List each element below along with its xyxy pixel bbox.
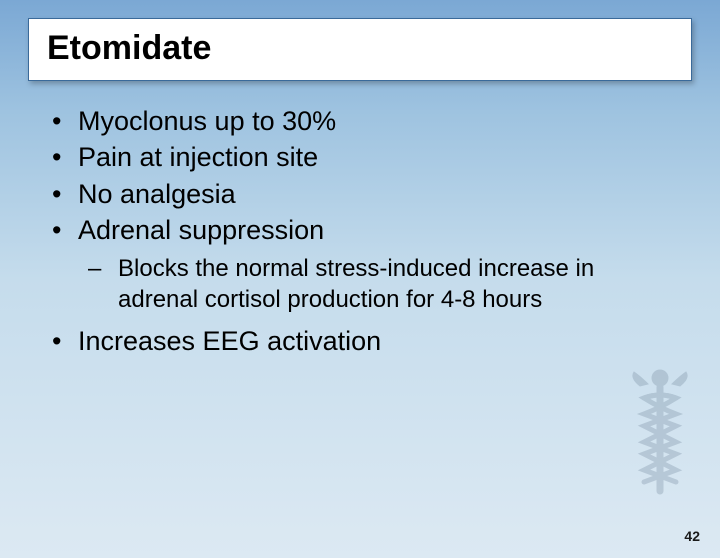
bullet-item: Increases EEG activation bbox=[48, 323, 672, 359]
sub-bullet-item: Blocks the normal stress-induced increas… bbox=[48, 253, 672, 315]
bullet-item: No analgesia bbox=[48, 176, 672, 212]
content-area: Myoclonus up to 30% Pain at injection si… bbox=[48, 103, 672, 360]
caduceus-icon bbox=[620, 364, 700, 514]
bullet-item: Adrenal suppression bbox=[48, 212, 672, 248]
slide-title: Etomidate bbox=[47, 29, 673, 68]
sub-bullet-list: Blocks the normal stress-induced increas… bbox=[48, 253, 672, 315]
title-container: Etomidate bbox=[28, 18, 692, 81]
bullet-item: Pain at injection site bbox=[48, 139, 672, 175]
page-number: 42 bbox=[684, 528, 700, 544]
bullet-item: Myoclonus up to 30% bbox=[48, 103, 672, 139]
bullet-list: Myoclonus up to 30% Pain at injection si… bbox=[48, 103, 672, 360]
